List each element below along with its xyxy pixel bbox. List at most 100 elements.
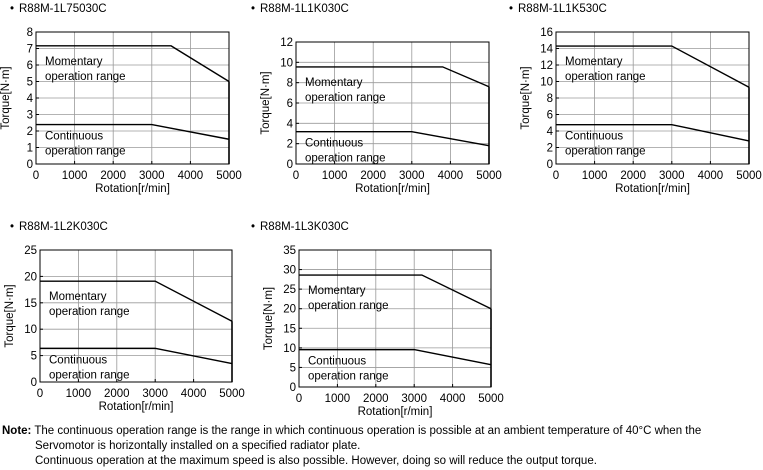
chart-1-continuous-label-2: operation range: [45, 146, 126, 158]
chart-5-ytick-label-15: 15: [283, 323, 296, 335]
chart-5-xtick-label-1000: 1000: [325, 393, 351, 405]
chart-4-momentary-label-2: operation range: [49, 306, 130, 318]
chart-5-ytick-label-25: 25: [283, 284, 296, 296]
chart-2-momentary-line: [296, 66, 490, 88]
chart-3-ytick-label-14: 14: [540, 44, 553, 56]
chart-4-title: R88M-1L2K030C: [19, 221, 108, 233]
chart-2-xtick-label-0: 0: [293, 170, 299, 182]
chart-4-ytick-label-25: 25: [24, 245, 37, 257]
chart-3-ytick-label-12: 12: [540, 60, 553, 72]
chart-3-ytick-label-10: 10: [540, 77, 553, 89]
chart-2-xlabel: Rotation[r/min]: [355, 183, 430, 195]
chart-5-ytick-label-5: 5: [290, 362, 296, 374]
chart-3-xtick-label-0: 0: [553, 170, 559, 182]
chart-3-xtick-label-3000: 3000: [659, 170, 685, 182]
chart-5-ytick-label-10: 10: [283, 343, 296, 355]
chart-2-xtick-label-4000: 4000: [438, 170, 464, 182]
chart-1-ytick-label-5: 5: [27, 77, 33, 89]
chart-1-xtick-label-4000: 4000: [178, 170, 204, 182]
chart-2-momentary-label-1: Momentary: [305, 77, 363, 89]
chart-1-ytick-label-1: 1: [27, 143, 33, 155]
chart-2-title: R88M-1L1K030C: [260, 3, 349, 15]
chart-5-momentary-line: [299, 274, 492, 310]
chart-1-ytick-label-6: 6: [27, 60, 33, 72]
chart-5-xtick-label-4000: 4000: [440, 393, 466, 405]
chart-2-ytick-label-12: 12: [280, 37, 293, 49]
chart-1-momentary-line: [36, 45, 230, 83]
chart-1-title: R88M-1L75030C: [19, 3, 107, 15]
chart-3-ytick-label-2: 2: [547, 143, 553, 155]
chart-4-ytick-label-20: 20: [24, 271, 37, 283]
chart-2-ytick-label-4: 4: [287, 118, 294, 130]
chart-3-ytick-label-4: 4: [547, 126, 554, 138]
chart-5-title: R88M-1L3K030C: [260, 221, 349, 233]
chart-1-xtick-label-3000: 3000: [139, 170, 165, 182]
chart-3-momentary-label-2: operation range: [565, 71, 646, 83]
note-line2: Servomotor is horizontally installed on …: [35, 440, 361, 452]
chart-4-frame: [39, 249, 233, 383]
chart-3-ytick-label-0: 0: [547, 159, 553, 171]
chart-3-xtick-label-4000: 4000: [698, 170, 724, 182]
chart-3-ytick-label-6: 6: [547, 110, 553, 122]
note: Note: The continuous operation range is …: [2, 424, 760, 469]
chart-3-ytick-label-8: 8: [547, 93, 553, 105]
chart-3-ytick-label-16: 16: [540, 27, 553, 39]
chart-5-continuous-label-2: operation range: [308, 371, 389, 383]
chart-5-bullet: •: [251, 221, 255, 233]
chart-4-ytick-label-15: 15: [24, 298, 37, 310]
chart-1-ytick-label-8: 8: [27, 27, 33, 39]
chart-5-xtick-label-5000: 5000: [478, 393, 504, 405]
chart-4-bullet: •: [10, 221, 14, 233]
chart-5-xtick-label-2000: 2000: [363, 393, 389, 405]
chart-1-ytick-label-2: 2: [27, 126, 33, 138]
chart-4-xtick-label-5000: 5000: [219, 388, 245, 400]
chart-2-xtick-label-3000: 3000: [399, 170, 425, 182]
chart-2-xtick-label-2000: 2000: [360, 170, 386, 182]
chart-1-momentary-label-2: operation range: [45, 71, 126, 83]
chart-1-ylabel: Torque[N·m]: [0, 66, 12, 129]
chart-5-xlabel: Rotation[r/min]: [358, 406, 433, 418]
chart-1-xtick-label-5000: 5000: [216, 170, 242, 182]
chart-5-continuous-label-1: Continuous: [308, 356, 366, 368]
chart-4-continuous-label-2: operation range: [49, 369, 130, 381]
chart-4-xtick-label-2000: 2000: [104, 388, 130, 400]
chart-5-ytick-label-20: 20: [283, 304, 296, 316]
chart-4-continuous-label-1: Continuous: [49, 354, 107, 366]
chart-4-xtick-label-1000: 1000: [66, 388, 92, 400]
chart-4-xtick-label-3000: 3000: [142, 388, 168, 400]
chart-3-momentary-label-1: Momentary: [565, 56, 623, 68]
chart-3-continuous-label-2: operation range: [565, 146, 646, 158]
chart-3-xtick-label-1000: 1000: [582, 170, 608, 182]
chart-4-momentary-line: [40, 280, 233, 322]
chart-1-xlabel: Rotation[r/min]: [95, 183, 170, 195]
chart-1-xtick-label-0: 0: [33, 170, 39, 182]
note-label: Note:: [2, 425, 32, 437]
chart-1-xtick-label-1000: 1000: [62, 170, 88, 182]
chart-5-xtick-label-0: 0: [296, 393, 302, 405]
chart-1-ytick-label-0: 0: [27, 159, 33, 171]
chart-1-xtick-label-2000: 2000: [100, 170, 126, 182]
chart-3-ylabel: Torque[N·m]: [520, 66, 532, 129]
chart-5-continuous-line: [299, 348, 492, 366]
chart-5-ylabel: Torque[N·m]: [263, 287, 275, 350]
chart-5-ytick-label-0: 0: [290, 382, 296, 394]
chart-4-xlabel: Rotation[r/min]: [99, 401, 174, 413]
chart-4-xtick-label-4000: 4000: [181, 388, 207, 400]
chart-1-bullet: •: [10, 3, 14, 15]
chart-2-momentary-label-2: operation range: [305, 92, 386, 104]
chart-3-title: R88M-1L1K530C: [518, 3, 607, 15]
chart-2-continuous-label-2: operation range: [305, 153, 386, 165]
chart-2-ytick-label-2: 2: [287, 139, 293, 151]
chart-1-ytick-label-4: 4: [27, 93, 34, 105]
chart-2-bullet: •: [251, 3, 255, 15]
chart-3-continuous-line: [556, 123, 750, 142]
chart-2-continuous-label-1: Continuous: [305, 138, 363, 150]
chart-3-xtick-label-5000: 5000: [736, 170, 762, 182]
chart-5-momentary-label-2: operation range: [308, 300, 389, 312]
chart-5-xtick-label-3000: 3000: [401, 393, 427, 405]
chart-4-momentary-label-1: Momentary: [49, 291, 107, 303]
chart-2-xtick-label-5000: 5000: [476, 170, 502, 182]
chart-5-ytick-label-35: 35: [283, 245, 296, 257]
chart-1-continuous-label-1: Continuous: [45, 131, 103, 143]
